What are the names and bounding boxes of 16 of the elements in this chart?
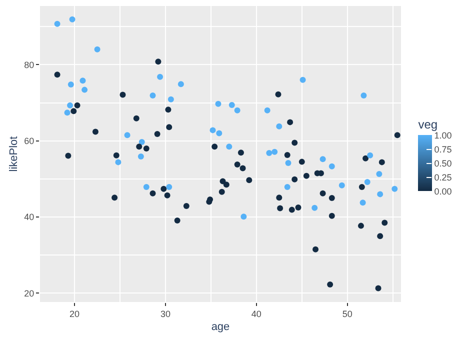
y-tick-label: 20 [24, 288, 34, 298]
x-tick-label: 30 [160, 308, 170, 319]
x-tick-label: 50 [342, 308, 352, 319]
color-bar-title: veg [418, 118, 438, 132]
color-bar-label: 0.75 [434, 144, 452, 155]
y-tick-label: 40 [24, 212, 34, 222]
color-bar-label: 1.00 [434, 130, 452, 141]
y-tick-label: 80 [24, 60, 34, 70]
x-tick-label: 40 [251, 308, 262, 319]
color-bar-label: 0.00 [434, 186, 452, 197]
y-tick-label: 60 [24, 136, 34, 146]
color-bar-label: 0.50 [434, 158, 452, 169]
x-tick-label: 20 [70, 308, 80, 319]
x-axis-title: age [211, 321, 230, 333]
color-bar-label: 0.25 [434, 172, 452, 183]
y-axis-title: likePlot [8, 136, 20, 172]
